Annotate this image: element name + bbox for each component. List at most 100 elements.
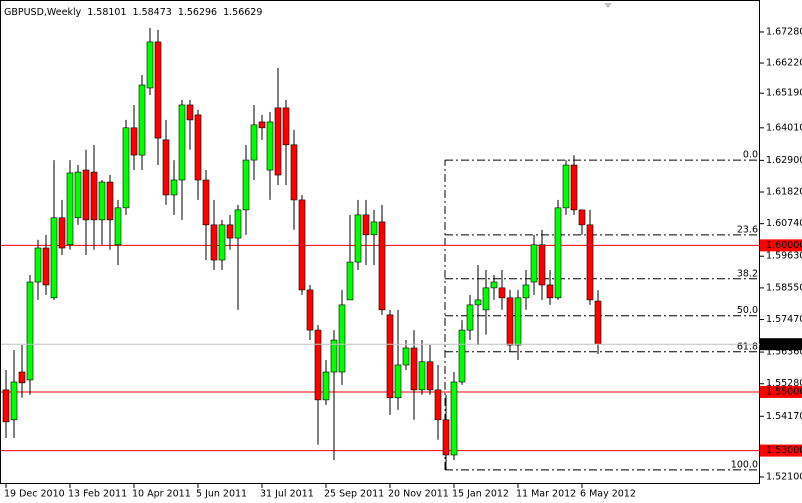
candle-body (114, 207, 122, 246)
y-tick-label: 1.65190 (766, 88, 802, 99)
shift-marker (604, 3, 612, 8)
candle-body (450, 381, 458, 456)
y-tick-label: 1.62900 (766, 155, 802, 166)
candle-body (122, 127, 130, 209)
x-tick-label: 25 Sep 2011 (324, 489, 384, 500)
candle-body (338, 304, 346, 373)
candle-body (98, 181, 106, 221)
x-tick-label: 10 Apr 2011 (132, 489, 191, 500)
candle-body (154, 41, 162, 139)
fib-label: 61.8 (737, 341, 758, 352)
candle-body (2, 389, 10, 423)
candle-body (490, 281, 498, 289)
candle-body (330, 339, 338, 373)
x-tick-label: 11 Mar 2012 (516, 489, 576, 500)
header: GBPUSD,Weekly 1.58101 1.58473 1.56296 1.5662… (4, 7, 262, 18)
candle-body (258, 121, 266, 129)
x-tick-label: 13 Feb 2011 (68, 489, 127, 500)
candle-body (210, 224, 218, 261)
level-label: 1.60000 (766, 240, 802, 251)
y-tick-label: 1.67280 (766, 26, 802, 37)
candle-body (378, 221, 386, 311)
candle-body (426, 361, 434, 391)
level-label-box (760, 385, 802, 398)
candle-body (522, 284, 530, 299)
candle-body (242, 159, 250, 211)
candle-body (474, 299, 482, 306)
x-tick-label: 15 Jan 2012 (452, 489, 509, 500)
candle-body (434, 389, 442, 421)
candle-body (586, 224, 594, 301)
y-tick-label: 1.58550 (766, 282, 802, 293)
y-tick-label: 1.64010 (766, 122, 802, 133)
candle-body (90, 171, 98, 221)
x-tick-label: 5 Jun 2011 (196, 489, 247, 500)
current-price-box (760, 338, 802, 351)
header-close: 1.56629 (223, 7, 262, 18)
candle-body (386, 314, 394, 399)
candle-body (410, 347, 418, 391)
candle-body (370, 221, 378, 236)
candle-body (266, 121, 274, 171)
x-tick-label: 19 Dec 2010 (4, 489, 65, 500)
candle-body (130, 127, 138, 156)
level-label: 1.55000 (766, 386, 802, 397)
candle-body (530, 244, 538, 283)
level-label: 1.53000 (766, 445, 802, 456)
candle-body (578, 209, 586, 226)
candle-body (362, 214, 370, 236)
candle-body (234, 209, 242, 239)
candle-body (186, 104, 194, 121)
current-price-label: 1.56629 (766, 339, 802, 350)
candle-body (514, 297, 522, 346)
y-tick-label: 1.57470 (766, 314, 802, 325)
y-tick-label: 1.61820 (766, 187, 802, 198)
chart-title: GBPUSD,Weekly 1.58101 1.58473 1.56296 1.5662… (4, 7, 262, 18)
candle-body (282, 107, 290, 146)
level-label-box (760, 444, 802, 457)
candle-body (202, 179, 210, 226)
x-tick-label: 20 Nov 2011 (388, 489, 449, 500)
candle-body (274, 107, 282, 176)
fib-label: 23.6 (737, 224, 758, 235)
candle-body (250, 124, 258, 161)
header-open: 1.58101 (87, 7, 126, 18)
candle-body (570, 164, 578, 211)
candle-body (58, 217, 66, 249)
candle-body (66, 172, 74, 246)
candle-body (402, 347, 410, 366)
candle-body (298, 199, 306, 291)
candle-body (538, 244, 546, 286)
candle-body (394, 364, 402, 399)
candle-body (466, 304, 474, 331)
candle-body (306, 289, 314, 331)
level-label-box (760, 239, 802, 252)
y-tick-label: 1.54170 (766, 411, 802, 422)
candle-body (418, 361, 426, 391)
candle-body (562, 164, 570, 209)
candle-body (442, 419, 450, 456)
candle-body (546, 284, 554, 299)
candle-body (162, 139, 170, 196)
candle-body (170, 179, 178, 196)
candle-body (498, 287, 506, 299)
candle-body (50, 217, 58, 299)
candle-body (10, 381, 18, 421)
y-tick-label: 1.60740 (766, 218, 802, 229)
candle-body (354, 214, 362, 263)
y-tick-label: 1.52100 (766, 471, 802, 482)
fib-label: 50.0 (737, 305, 758, 316)
candle-body (138, 84, 146, 156)
candle-body (322, 371, 330, 401)
x-tick-label: 31 Jul 2011 (260, 489, 314, 500)
candle-body (74, 171, 82, 219)
candle-body (106, 181, 114, 221)
candle-body (34, 247, 42, 283)
x-tick-label: 6 May 2012 (580, 489, 636, 500)
candle-body (346, 261, 354, 301)
candle-body (18, 371, 26, 384)
candle-body (290, 144, 298, 201)
header-high: 1.58473 (133, 7, 172, 18)
candle-body (226, 224, 234, 239)
candle-body (554, 207, 562, 299)
